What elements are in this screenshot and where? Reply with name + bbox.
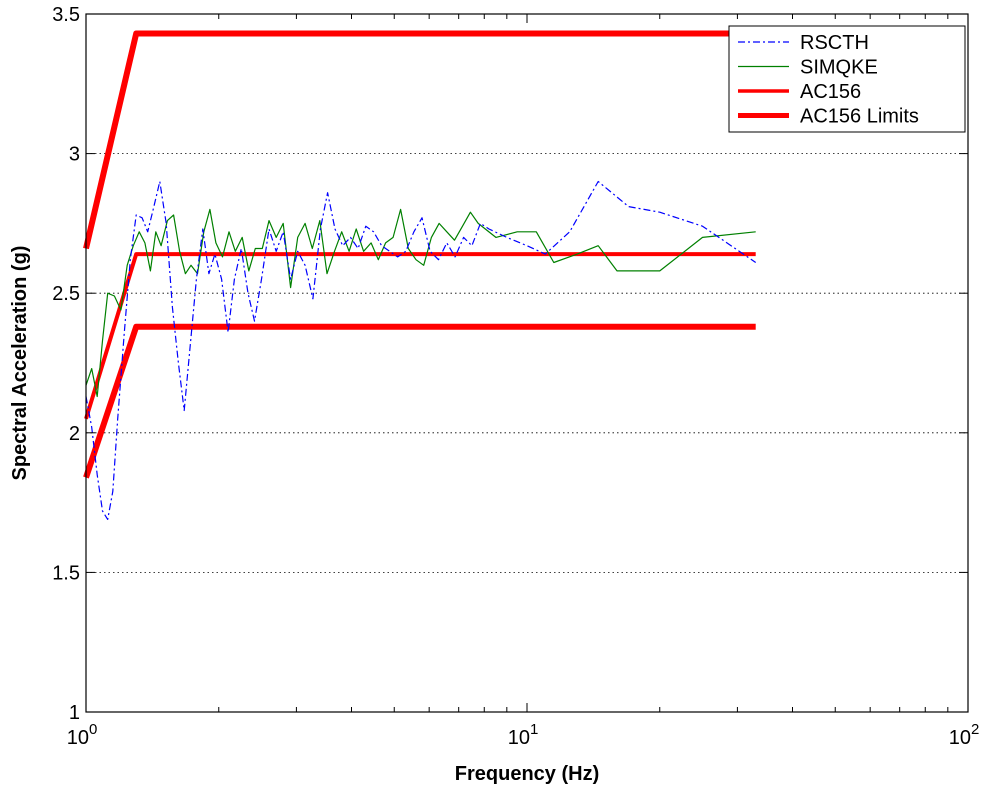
legend-entry: AC156 Limits (800, 106, 919, 128)
legend-entry: RSCTH (800, 32, 869, 54)
y-tick-label: 3 (69, 144, 80, 166)
series-line-simqke (85, 208, 756, 398)
y-tick-label: 2.5 (52, 283, 80, 305)
y-axis-label: Spectral Acceleration (g) (9, 246, 31, 481)
legend-entry: AC156 (800, 81, 861, 103)
x-tick-label: 102 (949, 721, 980, 749)
y-tick-label: 3.5 (52, 4, 80, 26)
y-tick-label: 1.5 (52, 562, 80, 584)
grid-lines (86, 153, 968, 573)
y-tick-label: 2 (69, 423, 80, 445)
x-tick-label: 100 (67, 721, 98, 749)
legend-entry: SIMQKE (800, 57, 878, 79)
x-tick-label: 101 (508, 721, 539, 749)
y-tick-label: 1 (69, 702, 80, 724)
series-line-ac156-lower-limit (83, 323, 756, 479)
axes: 1 1.5 2 2.5 3 3.5 100 101 102 (52, 4, 979, 749)
x-axis-label: Frequency (Hz) (455, 763, 599, 785)
series-line-ac156-limits (83, 30, 756, 250)
series-line-rscth (85, 180, 757, 521)
data-series (83, 30, 757, 521)
